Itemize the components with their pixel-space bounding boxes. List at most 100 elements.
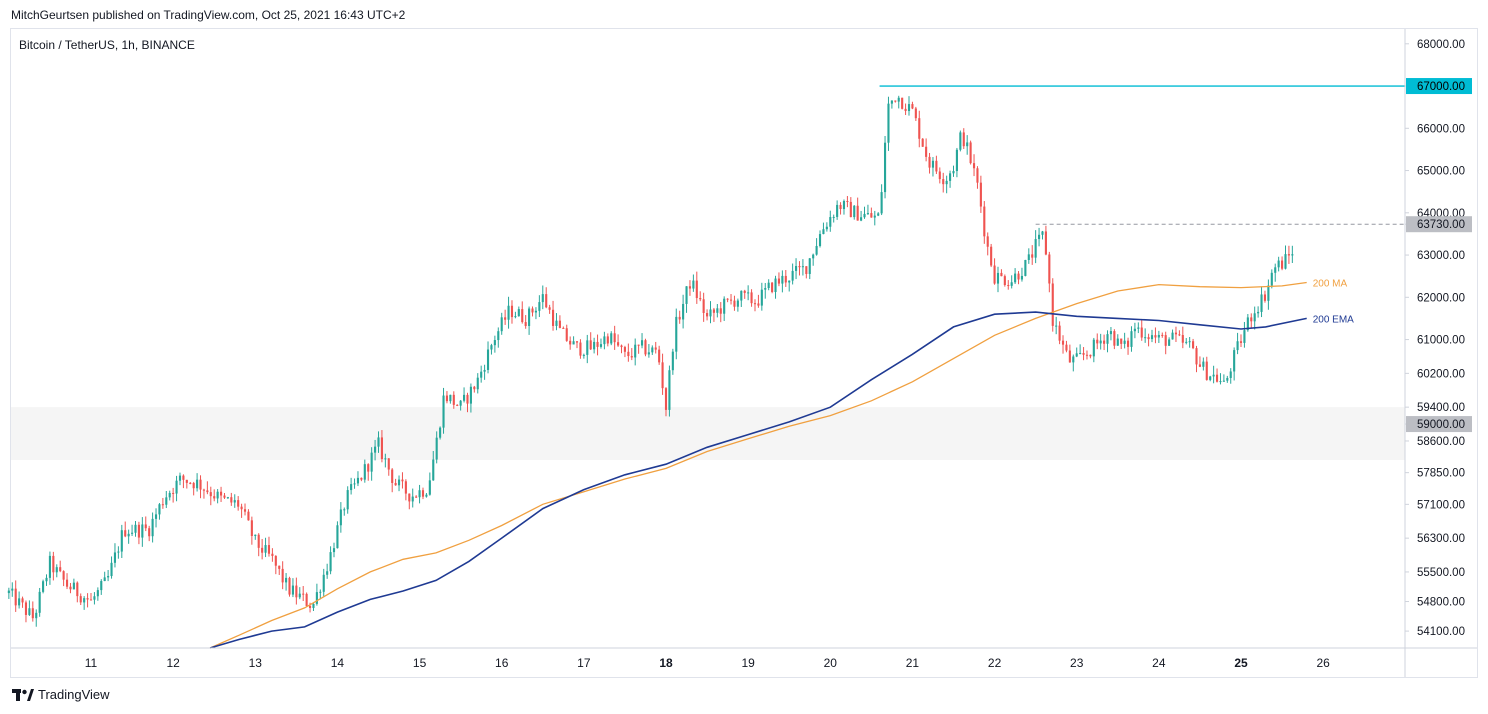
candle-body [1212,374,1215,377]
candle-body [79,596,82,603]
candle-body [733,300,736,307]
candle-body [808,258,811,274]
candle-body [178,475,182,481]
candle-body [1055,325,1058,327]
candle-body [1137,327,1140,329]
candle-body [1144,337,1147,339]
candle-body [603,336,606,345]
candle-body [880,192,883,214]
time-tick-label: 14 [331,656,345,670]
candle-body [28,608,31,615]
candle-body [1130,331,1133,347]
candle-body [791,270,794,281]
candle-body [291,585,294,595]
candle-body [415,496,418,498]
candle-body [52,555,55,573]
candle-body [521,309,524,323]
ma-200-label: 200 MA [1313,279,1348,290]
candle-body [185,479,188,483]
candle-body [356,477,360,484]
candle-body [435,437,438,460]
candle-body [148,528,151,537]
candle-body [815,245,818,255]
candle-body [699,298,702,300]
candle-body [1185,341,1188,343]
price-tick-label: 60200.00 [1417,368,1465,380]
candle-body [295,585,298,598]
candle-body [1024,259,1027,276]
candle-body [137,524,140,538]
candle-body [172,492,175,494]
candle-body [723,298,726,314]
candle-body [1161,334,1164,336]
candle-body [788,280,791,283]
price-tick-label: 63730.00 [1417,219,1465,231]
candle-body [955,149,958,172]
candle-body [671,351,674,371]
candle-body [1017,273,1020,280]
candle-body [623,347,626,352]
candle-body [1038,234,1041,240]
candle-body [613,333,616,343]
candle-body [582,354,585,356]
candle-body [528,308,531,326]
price-label-badge [1406,216,1472,233]
candle-body [76,582,79,597]
candle-body [572,341,575,345]
candle-body [1188,341,1191,343]
candle-body [1068,350,1071,363]
candle-body [1260,294,1263,312]
tradingview-footer[interactable]: TradingView [12,687,110,702]
time-tick-label: 25 [1234,656,1248,670]
candle-body [384,458,387,460]
price-tick-label: 62000.00 [1417,292,1465,304]
candle-body [682,303,685,320]
ema-200-line [209,311,1307,649]
candle-body [31,608,34,619]
time-tick-label: 19 [741,656,755,670]
candle-body [1233,350,1236,372]
candle-body [1157,334,1160,338]
candle-body [1051,283,1054,326]
candle-body [1174,332,1178,335]
candle-body [911,104,914,109]
candle-body [504,317,507,320]
candle-body [565,328,568,341]
candle-body [897,97,900,102]
candle-body [380,437,383,459]
candle-body [500,317,503,332]
candle-body [1222,380,1225,382]
candle-body [38,591,41,613]
candle-body [226,497,229,499]
candle-body [1020,275,1024,280]
candle-body [579,342,582,356]
candle-body [1154,335,1157,338]
candle-body [305,593,308,606]
candle-body [1058,325,1061,341]
candle-body [377,437,380,447]
candle-body [1082,353,1085,355]
candle-body [1048,254,1051,284]
candle-body [240,506,243,510]
candle-body [1236,341,1239,351]
publisher-line: MitchGeurtsen published on TradingView.c… [11,8,406,22]
candle-body [1226,377,1229,381]
candle-body [771,282,774,293]
candle-body [1010,282,1013,286]
candle-body [394,482,397,486]
candle-body [1034,239,1037,258]
candle-body [1274,267,1277,273]
brand-label: TradingView [38,687,110,702]
candle-body [1041,231,1044,235]
candle-body [322,574,325,592]
candle-body [757,303,760,306]
candle-body [931,160,935,168]
candle-body [774,278,777,293]
candle-body [459,400,462,406]
candle-body [107,576,110,578]
candle-body [538,302,541,311]
candle-body [712,309,715,313]
candle-body [141,524,144,538]
candle-body [442,395,445,428]
